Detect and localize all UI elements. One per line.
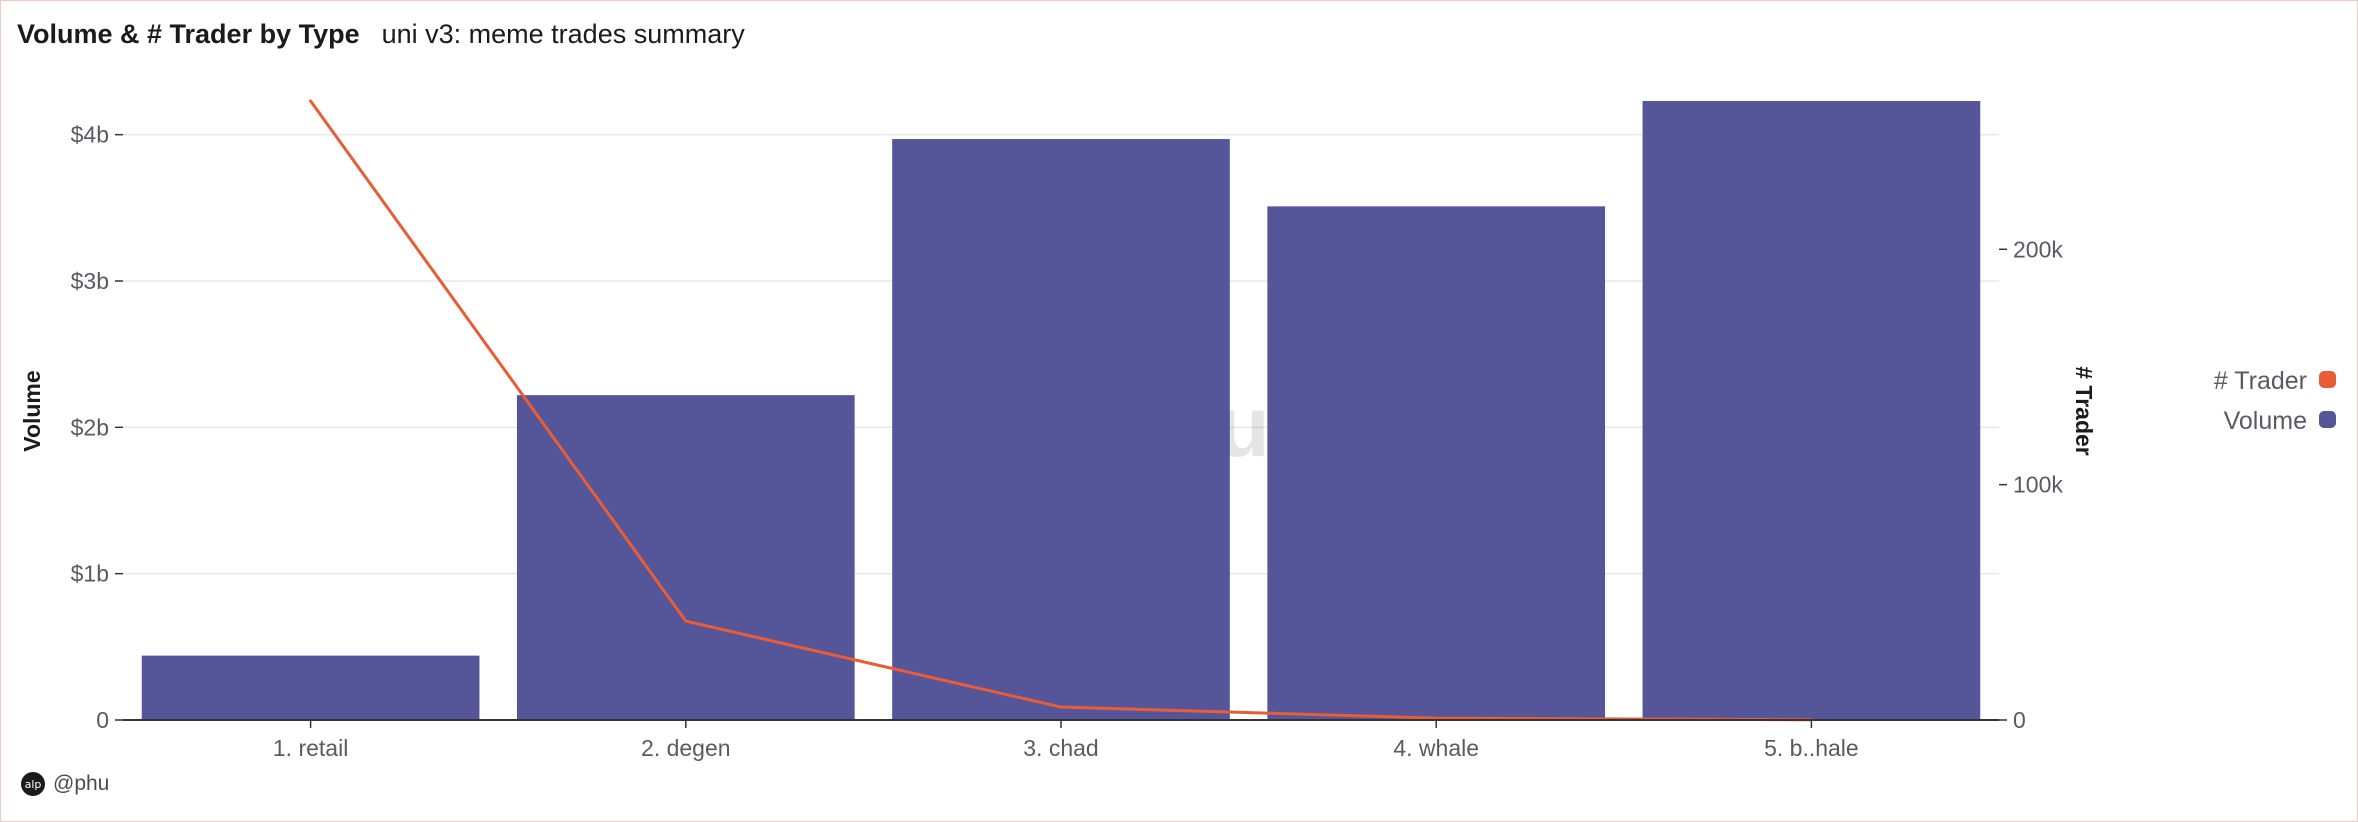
trader-point[interactable] [684,619,688,623]
volume-bars [141,101,1981,721]
chart-subtitle: uni v3: meme trades summary [381,19,745,49]
right-axis-ticks: 0 100k 200k [1999,236,2063,733]
avatar: alp [21,772,45,796]
volume-bar[interactable] [1642,101,1981,720]
y-right-tick-label: 0 [2013,707,2026,733]
legend-swatch[interactable] [2319,371,2336,388]
trader-point[interactable] [309,99,313,103]
y-axis-title-right: # Trader [2071,366,2097,456]
volume-bar[interactable] [516,395,855,720]
y-right-tick-label: 100k [2013,472,2063,498]
x-tick-label: 3. chad [1023,735,1098,761]
y-tick-label: $3b [71,268,109,294]
y-tick-label: $4b [71,122,109,148]
y-axis-title-left: Volume [19,370,45,451]
chart-title: Volume & # Trader by Type [17,19,360,49]
volume-bar[interactable] [141,655,480,720]
left-axis-ticks: 0 $1b $2b $3b $4b [71,122,123,733]
x-tick-label: 2. degen [641,735,731,761]
x-tick-label: 5. b..hale [1764,735,1859,761]
y-tick-label: $1b [71,561,109,587]
legend-label: Volume [2224,407,2307,435]
chart-legend: # Trader Volume [2214,367,2336,435]
trader-point[interactable] [1059,705,1063,709]
trader-point[interactable] [1434,716,1438,720]
y-tick-label: 0 [96,707,109,733]
y-tick-label: $2b [71,414,109,440]
author-tag[interactable]: alp @phu [21,772,109,796]
x-tick-label: 4. whale [1393,735,1479,761]
chart-header: Volume & # Trader by Type uni v3: meme t… [17,19,745,59]
legend-label: # Trader [2214,367,2307,395]
y-right-tick-label: 200k [2013,236,2063,262]
volume-bar[interactable] [892,139,1230,720]
x-axis-ticks: 1. retail 2. degen 3. chad 4. whale 5. b..ha… [273,720,1859,761]
author-handle: @phu [53,772,110,795]
legend-swatch[interactable] [2319,411,2336,428]
volume-bar[interactable] [1267,206,1606,721]
x-tick-label: 1. retail [273,735,348,761]
